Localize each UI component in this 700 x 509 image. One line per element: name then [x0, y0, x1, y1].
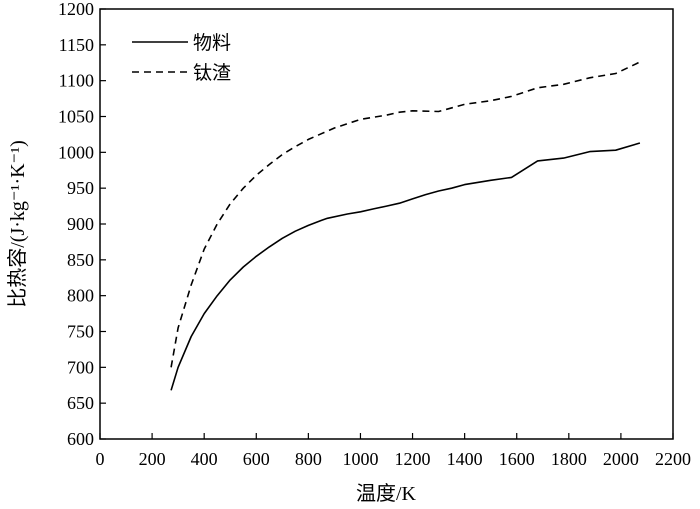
x-tick-label: 1000 [342, 449, 378, 469]
series-layer [170, 61, 641, 391]
y-tick-label: 800 [67, 286, 94, 306]
y-tick-label: 1100 [59, 71, 94, 91]
y-tick-label: 1050 [58, 107, 94, 127]
y-tick-label: 1150 [59, 35, 94, 55]
x-tick-label: 1200 [395, 449, 431, 469]
legend: 物料 钛渣 [132, 32, 231, 84]
plot-frame [99, 8, 674, 440]
x-tick-label: 2200 [655, 449, 691, 469]
y-tick-label: 1200 [58, 0, 94, 19]
y-axis-title: 比热容/(J·kg⁻¹·K⁻¹) [6, 140, 29, 308]
x-tick-label: 200 [139, 449, 166, 469]
y-tick-label: 650 [67, 393, 94, 413]
y-tick-label: 950 [67, 178, 94, 198]
x-tick-label: 800 [295, 449, 322, 469]
legend-label-series-0: 物料 [193, 32, 231, 54]
legend-label-series-1: 钛渣 [193, 62, 231, 84]
x-tick-label: 400 [191, 449, 218, 469]
x-tick-label: 1600 [499, 449, 535, 469]
x-axis-title: 温度/K [356, 482, 417, 505]
y-tick-label: 600 [67, 429, 94, 449]
series-line-0 [170, 142, 641, 391]
series-line-1 [170, 61, 641, 368]
y-tick-label: 750 [67, 322, 94, 342]
x-tick-label: 0 [96, 449, 105, 469]
x-tick-label: 2000 [603, 449, 639, 469]
y-tick-label: 900 [67, 214, 94, 234]
x-tick-label: 1800 [551, 449, 587, 469]
y-tick-label: 850 [67, 250, 94, 270]
y-tick-label: 700 [67, 357, 94, 377]
y-tick-label: 1000 [58, 142, 94, 162]
axis-ticks: 0 200 400 600 800 1000 1200 1400 1600 1800 2000 220… [58, 0, 691, 469]
x-tick-label: 1400 [447, 449, 483, 469]
x-tick-label: 600 [243, 449, 270, 469]
